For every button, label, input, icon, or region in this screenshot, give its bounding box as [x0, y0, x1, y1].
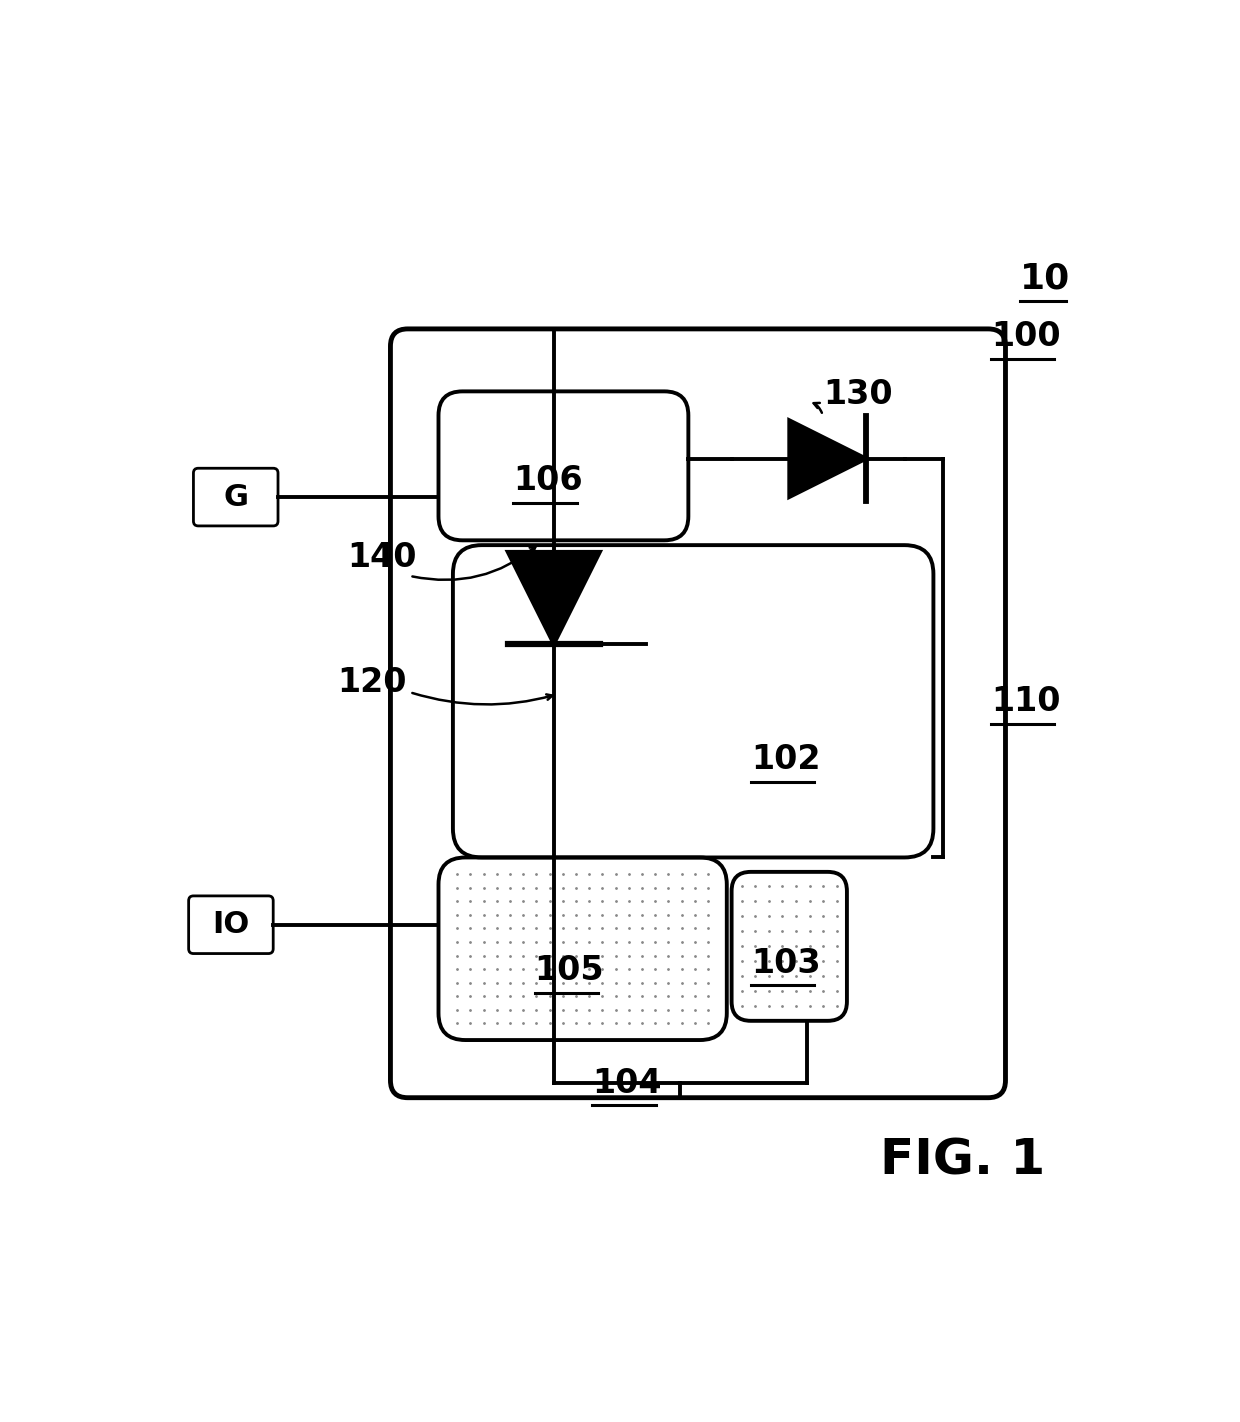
Text: 100: 100 [991, 320, 1060, 353]
Text: 106: 106 [513, 464, 583, 498]
Text: 130: 130 [823, 378, 893, 411]
Text: G: G [223, 482, 248, 512]
Polygon shape [789, 419, 866, 498]
Text: 102: 102 [751, 742, 821, 776]
Text: 105: 105 [534, 954, 604, 987]
Text: 104: 104 [593, 1066, 662, 1099]
Text: 103: 103 [751, 947, 821, 980]
Text: 120: 120 [337, 665, 407, 698]
Text: 10: 10 [1019, 262, 1070, 296]
Text: FIG. 1: FIG. 1 [879, 1136, 1045, 1185]
Polygon shape [507, 552, 600, 644]
Text: 140: 140 [347, 540, 417, 574]
Text: 110: 110 [991, 685, 1060, 718]
Text: IO: IO [212, 910, 249, 939]
